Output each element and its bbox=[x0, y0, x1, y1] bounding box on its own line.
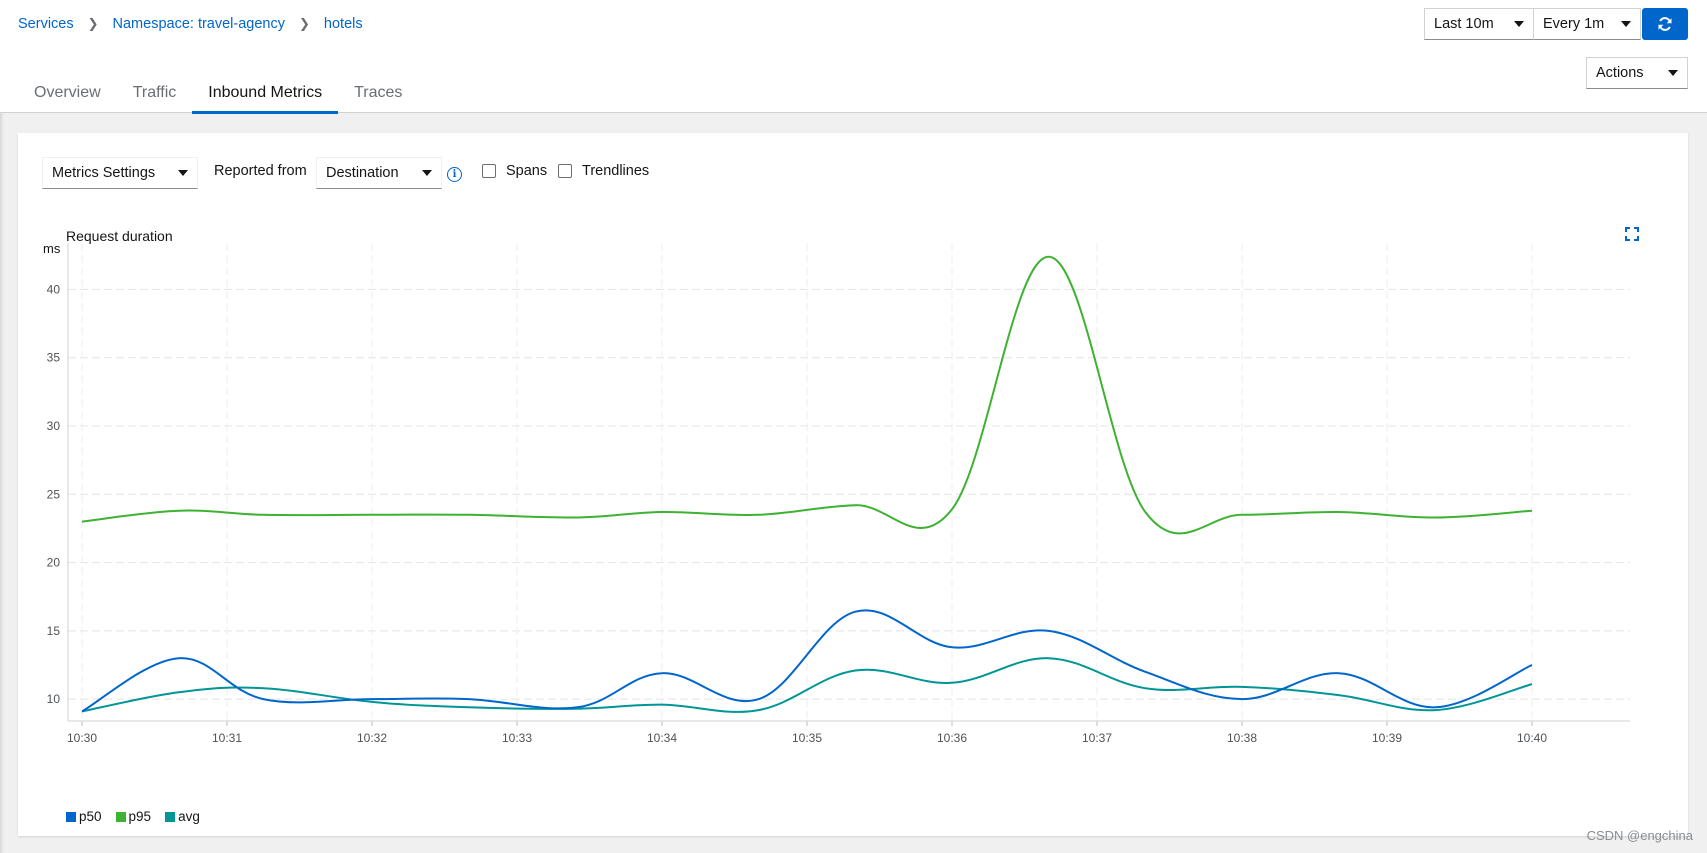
refresh-interval-value: Every 1m bbox=[1543, 16, 1605, 32]
x-tick-label: 10:39 bbox=[1372, 731, 1402, 745]
info-icon[interactable]: i bbox=[447, 167, 462, 182]
x-tick-label: 10:32 bbox=[357, 731, 387, 745]
caret-down-icon bbox=[1514, 21, 1524, 27]
caret-down-icon bbox=[422, 170, 432, 176]
reported-from-value: Destination bbox=[326, 165, 399, 181]
metrics-card: Metrics Settings Reported from Destinati… bbox=[18, 133, 1688, 836]
legend-item-p50[interactable]: p50 bbox=[66, 809, 102, 824]
x-tick-label: 10:36 bbox=[937, 731, 967, 745]
y-tick-label: 20 bbox=[47, 556, 61, 570]
x-tick-label: 10:30 bbox=[67, 731, 97, 745]
reported-from-select[interactable]: Destination bbox=[316, 157, 442, 189]
spans-checkbox[interactable]: Spans bbox=[482, 163, 547, 179]
metrics-settings-label: Metrics Settings bbox=[52, 165, 156, 181]
spans-checkbox-box[interactable] bbox=[482, 164, 496, 178]
series-line-avg bbox=[81, 657, 1533, 713]
x-tick-label: 10:37 bbox=[1082, 731, 1112, 745]
sync-icon bbox=[1658, 17, 1672, 31]
trendlines-checkbox[interactable]: Trendlines bbox=[558, 163, 649, 179]
watermark: CSDN @engchina bbox=[1586, 828, 1693, 843]
legend-label: avg bbox=[178, 809, 200, 824]
caret-down-icon bbox=[1668, 70, 1678, 76]
legend-label: p95 bbox=[128, 809, 152, 824]
y-tick-label: 30 bbox=[47, 419, 61, 433]
legend-swatch bbox=[115, 811, 126, 822]
refresh-button[interactable] bbox=[1642, 8, 1688, 40]
x-tick-label: 10:38 bbox=[1227, 731, 1257, 745]
trendlines-label: Trendlines bbox=[582, 163, 650, 179]
tab-traces[interactable]: Traces bbox=[354, 84, 403, 101]
expand-icon[interactable] bbox=[1625, 227, 1639, 241]
chevron-right-icon: ❯ bbox=[299, 16, 310, 31]
actions-dropdown[interactable]: Actions bbox=[1586, 57, 1688, 89]
spans-label: Spans bbox=[506, 163, 548, 179]
breadcrumb: Services ❯ Namespace: travel-agency ❯ ho… bbox=[18, 16, 363, 32]
y-tick-label: 15 bbox=[47, 624, 61, 638]
page-edge-shadow bbox=[0, 0, 4, 853]
actions-label: Actions bbox=[1596, 65, 1644, 81]
breadcrumb-namespace[interactable]: Namespace: travel-agency bbox=[112, 16, 285, 32]
trendlines-checkbox-box[interactable] bbox=[558, 164, 572, 178]
tab-inbound-metrics[interactable]: Inbound Metrics bbox=[192, 74, 339, 114]
legend-swatch bbox=[66, 811, 76, 822]
duration-select[interactable]: Last 10m bbox=[1424, 8, 1534, 40]
y-tick-label: 35 bbox=[47, 351, 61, 365]
metrics-settings-dropdown[interactable]: Metrics Settings bbox=[42, 157, 198, 189]
legend-item-p95[interactable]: p95 bbox=[115, 809, 152, 824]
legend-label: p50 bbox=[79, 809, 102, 824]
refresh-interval-select[interactable]: Every 1m bbox=[1533, 8, 1641, 40]
request-duration-chart: 10 15 20 25 30 35 40 10:30 10:31 10:32 10:33 10:34 1… bbox=[47, 243, 1630, 745]
chevron-right-icon: ❯ bbox=[87, 16, 99, 31]
tab-overview[interactable]: Overview bbox=[34, 84, 101, 101]
y-tick-label: 40 bbox=[47, 282, 61, 296]
tab-bar: Overview Traffic Inbound Metrics Traces bbox=[18, 74, 418, 114]
reported-from-label: Reported from bbox=[214, 163, 307, 179]
y-axis-unit: ms bbox=[43, 241, 61, 256]
chart-legend: p50 p95 avg bbox=[66, 809, 214, 824]
legend-item-avg[interactable]: avg bbox=[165, 809, 200, 824]
legend-swatch bbox=[165, 811, 176, 822]
x-tick-label: 10:33 bbox=[502, 731, 532, 745]
chart-title: Request duration bbox=[66, 228, 173, 244]
series-line-p95 bbox=[81, 255, 1533, 535]
y-tick-label: 10 bbox=[47, 692, 61, 706]
y-tick-label: 25 bbox=[47, 487, 61, 501]
tab-traffic[interactable]: Traffic bbox=[132, 84, 177, 101]
breadcrumb-services[interactable]: Services bbox=[18, 16, 74, 32]
duration-value: Last 10m bbox=[1434, 16, 1494, 32]
breadcrumb-service[interactable]: hotels bbox=[323, 16, 363, 32]
caret-down-icon bbox=[1621, 21, 1631, 27]
page-header: Services ❯ Namespace: travel-agency ❯ ho… bbox=[0, 0, 1707, 114]
x-tick-label: 10:31 bbox=[212, 731, 242, 745]
series-line-p50 bbox=[81, 609, 1533, 713]
caret-down-icon bbox=[178, 170, 188, 176]
x-tick-label: 10:34 bbox=[647, 731, 677, 745]
x-tick-label: 10:40 bbox=[1517, 731, 1547, 745]
x-tick-label: 10:35 bbox=[792, 731, 822, 745]
